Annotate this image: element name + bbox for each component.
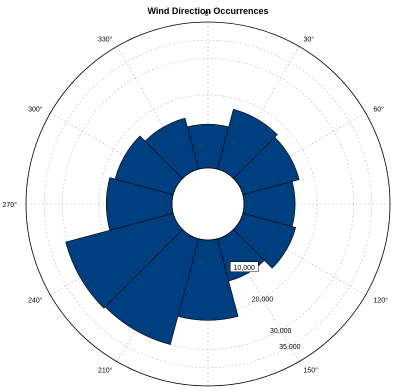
- angle-labels: 0°30°60°90°120°150°180°210°240°270°300°3…: [3, 10, 389, 374]
- radial-label-box: [230, 261, 259, 273]
- angle-label-270: 270°: [3, 201, 18, 209]
- angle-label-330: 330°: [98, 36, 113, 44]
- radial-label-35000: 35,000: [279, 344, 301, 351]
- grid-ring: [43, 39, 373, 369]
- radial-label-10000: 10,000: [234, 265, 256, 272]
- radial-label-20000: 20,000: [252, 296, 274, 303]
- outer-ring: [25, 21, 391, 387]
- radial-labels: 10,000 20,000 30,000 35,000: [230, 261, 301, 351]
- angle-label-150: 150°: [304, 366, 319, 374]
- angle-label-120: 120°: [373, 297, 388, 305]
- angle-label-60: 60°: [373, 106, 384, 114]
- angle-label-210: 210°: [98, 366, 113, 374]
- sector-group: [65, 108, 300, 345]
- angle-label-300: 300°: [28, 106, 43, 114]
- center-hole: [171, 167, 245, 241]
- angle-label-30: 30°: [304, 36, 315, 44]
- angle-label-0: 0°: [205, 10, 212, 18]
- radial-label-30000: 30,000: [270, 328, 292, 335]
- chart-title: Wind Direction Occurrences: [148, 6, 269, 16]
- angle-label-240: 240°: [28, 297, 43, 305]
